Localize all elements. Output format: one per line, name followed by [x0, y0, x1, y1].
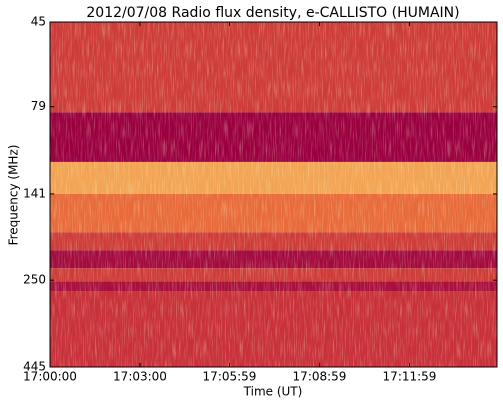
x-tick-label: 17:11:59: [383, 370, 437, 384]
texture: [50, 22, 497, 367]
chart-title: 2012/07/08 Radio flux density, e-CALLIST…: [86, 5, 459, 21]
y-tick-label: 250: [23, 273, 46, 287]
y-tick-label: 45: [31, 15, 46, 29]
x-tick-label: 17:00:00: [23, 370, 77, 384]
y-tick-label: 445: [23, 360, 46, 374]
y-tick-label: 79: [31, 99, 46, 113]
frame: [49, 21, 498, 368]
x-tick-label: 17:08:59: [293, 370, 347, 384]
x-tick-label: 17:03:00: [113, 370, 167, 384]
x-axis-label: Time (UT): [243, 385, 303, 399]
x-tick-label: 17:05:59: [203, 370, 257, 384]
y-axis-label: Frequency (MHz): [7, 145, 21, 246]
y-tick-label: 141: [23, 186, 46, 200]
